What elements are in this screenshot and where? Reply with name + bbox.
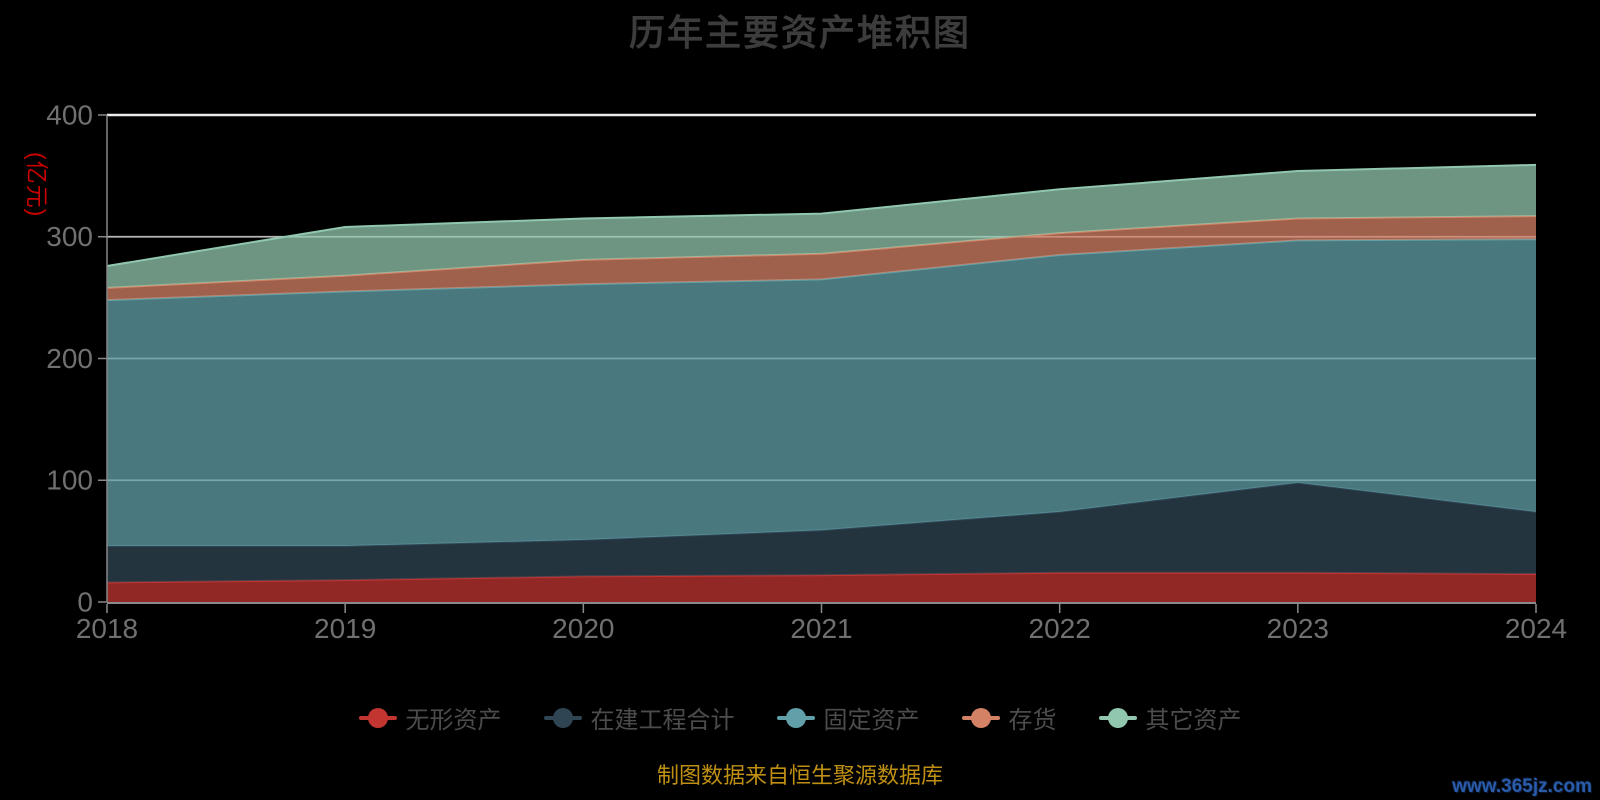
x-axis-label-2024: 2024 bbox=[1505, 613, 1567, 644]
legend-item-无形资产[interactable]: 无形资产 bbox=[358, 700, 502, 735]
x-axis-label-2022: 2022 bbox=[1029, 613, 1091, 644]
data-source-note: 制图数据来自恒生聚源数据库 bbox=[656, 763, 943, 788]
legend-label: 存货 bbox=[1008, 707, 1057, 734]
x-axis-label-2019: 2019 bbox=[314, 613, 376, 644]
legend-item-固定资产[interactable]: 固定资产 bbox=[776, 700, 920, 735]
y-axis-label-0: 0 bbox=[77, 586, 93, 617]
area-series-存货[interactable] bbox=[107, 216, 1536, 301]
line-series-其它资产 bbox=[106, 163, 1537, 267]
legend: 无形资产 在建工程合计 固定资产 存货 其它资产 bbox=[0, 700, 1600, 735]
legend-label: 其它资产 bbox=[1145, 707, 1242, 734]
chart-title: 历年主要资产堆积图 bbox=[628, 12, 971, 53]
area-series-在建工程合计[interactable] bbox=[107, 482, 1536, 583]
x-axis-label-2023: 2023 bbox=[1267, 613, 1329, 644]
y-axis-label-200: 200 bbox=[46, 343, 93, 374]
legend-item-在建工程合计[interactable]: 在建工程合计 bbox=[543, 700, 735, 735]
site-watermark: www.365jz.com bbox=[1452, 776, 1592, 797]
legend-label: 固定资产 bbox=[823, 707, 920, 734]
legend-line-dot-icon bbox=[1098, 707, 1137, 728]
y-axis-label-300: 300 bbox=[46, 221, 93, 252]
y-axis-label-400: 400 bbox=[46, 99, 93, 130]
y-axis-label-100: 100 bbox=[46, 465, 93, 496]
legend-item-存货[interactable]: 存货 bbox=[961, 700, 1057, 735]
area-series-固定资产[interactable] bbox=[107, 239, 1536, 546]
legend-line-dot-icon bbox=[358, 707, 397, 728]
x-axis-label-2021: 2021 bbox=[790, 613, 852, 644]
x-axis-label-2018: 2018 bbox=[76, 613, 138, 644]
legend-label: 无形资产 bbox=[405, 707, 502, 734]
legend-line-dot-icon bbox=[961, 707, 1000, 728]
area-series-其它资产[interactable] bbox=[107, 164, 1536, 288]
x-axis-label-2020: 2020 bbox=[552, 613, 614, 644]
legend-line-dot-icon bbox=[776, 707, 815, 728]
area-series-无形资产[interactable] bbox=[107, 572, 1536, 602]
legend-item-其它资产[interactable]: 其它资产 bbox=[1098, 700, 1242, 735]
legend-line-dot-icon bbox=[543, 707, 582, 728]
legend-label: 在建工程合计 bbox=[590, 707, 735, 734]
